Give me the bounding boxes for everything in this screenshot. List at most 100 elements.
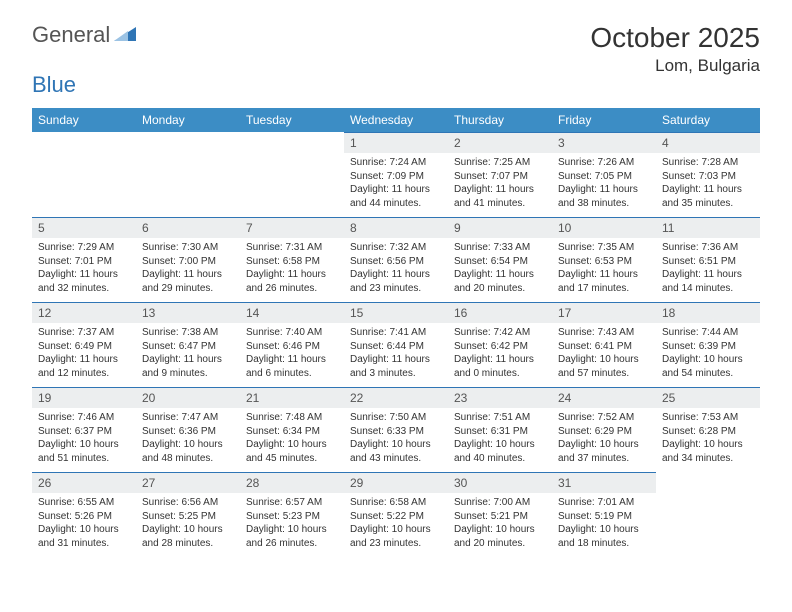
day-number: 8: [344, 217, 448, 238]
day-number: 2: [448, 132, 552, 153]
sunset-text: Sunset: 7:07 PM: [454, 170, 546, 184]
sunrise-text: Sunrise: 7:29 AM: [38, 241, 130, 255]
calendar-week-row: 1Sunrise: 7:24 AMSunset: 7:09 PMDaylight…: [32, 132, 760, 217]
sunrise-text: Sunrise: 7:37 AM: [38, 326, 130, 340]
day-details: Sunrise: 6:55 AMSunset: 5:26 PMDaylight:…: [32, 493, 136, 554]
day-number: 31: [552, 472, 656, 493]
day-number: 21: [240, 387, 344, 408]
daylight-text: Daylight: 10 hours and 20 minutes.: [454, 523, 546, 550]
calendar-day-cell: 13Sunrise: 7:38 AMSunset: 6:47 PMDayligh…: [136, 302, 240, 387]
sunrise-text: Sunrise: 7:30 AM: [142, 241, 234, 255]
sunset-text: Sunset: 7:05 PM: [558, 170, 650, 184]
sunrise-text: Sunrise: 7:28 AM: [662, 156, 754, 170]
day-number: 15: [344, 302, 448, 323]
sunset-text: Sunset: 5:19 PM: [558, 510, 650, 524]
sunset-text: Sunset: 6:53 PM: [558, 255, 650, 269]
sunrise-text: Sunrise: 7:42 AM: [454, 326, 546, 340]
daylight-text: Daylight: 11 hours and 35 minutes.: [662, 183, 754, 210]
day-details: Sunrise: 7:36 AMSunset: 6:51 PMDaylight:…: [656, 238, 760, 299]
sunset-text: Sunset: 6:44 PM: [350, 340, 442, 354]
sunset-text: Sunset: 7:09 PM: [350, 170, 442, 184]
sunrise-text: Sunrise: 7:26 AM: [558, 156, 650, 170]
sunrise-text: Sunrise: 7:46 AM: [38, 411, 130, 425]
day-details: Sunrise: 7:41 AMSunset: 6:44 PMDaylight:…: [344, 323, 448, 384]
sunset-text: Sunset: 6:49 PM: [38, 340, 130, 354]
weekday-header: Tuesday: [240, 108, 344, 132]
calendar-day-cell: 29 Sunrise: 6:58 AMSunset: 5:22 PMDayligh…: [344, 472, 448, 557]
sunrise-text: Sunrise: 6:58 AM: [350, 496, 442, 510]
day-details: Sunrise: 7:32 AMSunset: 6:56 PMDaylight:…: [344, 238, 448, 299]
sunset-text: Sunset: 6:33 PM: [350, 425, 442, 439]
day-details: Sunrise: 7:46 AMSunset: 6:37 PMDaylight:…: [32, 408, 136, 469]
daylight-text: Daylight: 11 hours and 12 minutes.: [38, 353, 130, 380]
day-number: 23: [448, 387, 552, 408]
title-block: October 2025 Lom, Bulgaria: [590, 22, 760, 76]
day-number: 28: [240, 472, 344, 493]
daylight-text: Daylight: 11 hours and 9 minutes.: [142, 353, 234, 380]
sunrise-text: Sunrise: 7:53 AM: [662, 411, 754, 425]
sunset-text: Sunset: 5:23 PM: [246, 510, 338, 524]
day-number: 22: [344, 387, 448, 408]
daylight-text: Daylight: 11 hours and 26 minutes.: [246, 268, 338, 295]
day-details: Sunrise: 7:26 AMSunset: 7:05 PMDaylight:…: [552, 153, 656, 214]
sunrise-text: Sunrise: 6:57 AM: [246, 496, 338, 510]
sunrise-text: Sunrise: 6:55 AM: [38, 496, 130, 510]
day-details: Sunrise: 7:38 AMSunset: 6:47 PMDaylight:…: [136, 323, 240, 384]
day-number: 24: [552, 387, 656, 408]
calendar-day-cell: 15Sunrise: 7:41 AMSunset: 6:44 PMDayligh…: [344, 302, 448, 387]
daylight-text: Daylight: 10 hours and 54 minutes.: [662, 353, 754, 380]
day-number: 17: [552, 302, 656, 323]
daylight-text: Daylight: 10 hours and 28 minutes.: [142, 523, 234, 550]
sunrise-text: Sunrise: 7:41 AM: [350, 326, 442, 340]
calendar-day-cell: 11Sunrise: 7:36 AMSunset: 6:51 PMDayligh…: [656, 217, 760, 302]
day-number: 13: [136, 302, 240, 323]
day-number: 14: [240, 302, 344, 323]
calendar-day-cell: 18Sunrise: 7:44 AMSunset: 6:39 PMDayligh…: [656, 302, 760, 387]
day-number: 10: [552, 217, 656, 238]
calendar-day-cell: 25Sunrise: 7:53 AMSunset: 6:28 PMDayligh…: [656, 387, 760, 472]
calendar-day-cell: 9Sunrise: 7:33 AMSunset: 6:54 PMDaylight…: [448, 217, 552, 302]
day-number: 27: [136, 472, 240, 493]
day-details: Sunrise: 6:56 AMSunset: 5:25 PMDaylight:…: [136, 493, 240, 554]
calendar-day-cell: 27Sunrise: 6:56 AMSunset: 5:25 PMDayligh…: [136, 472, 240, 557]
calendar-day-cell: 20Sunrise: 7:47 AMSunset: 6:36 PMDayligh…: [136, 387, 240, 472]
day-details: Sunrise: 7:43 AMSunset: 6:41 PMDaylight:…: [552, 323, 656, 384]
day-number: 3: [552, 132, 656, 153]
daylight-text: Daylight: 10 hours and 23 minutes.: [350, 523, 442, 550]
day-details: Sunrise: 7:01 AMSunset: 5:19 PMDaylight:…: [552, 493, 656, 554]
calendar-day-cell: [656, 472, 760, 557]
calendar-day-cell: 8Sunrise: 7:32 AMSunset: 6:56 PMDaylight…: [344, 217, 448, 302]
weekday-header: Wednesday: [344, 108, 448, 132]
location-subtitle: Lom, Bulgaria: [590, 56, 760, 76]
logo-triangle-icon: [114, 25, 136, 46]
sunrise-text: Sunrise: 7:01 AM: [558, 496, 650, 510]
day-details: Sunrise: 7:42 AMSunset: 6:42 PMDaylight:…: [448, 323, 552, 384]
sunrise-text: Sunrise: 7:44 AM: [662, 326, 754, 340]
daylight-text: Daylight: 10 hours and 26 minutes.: [246, 523, 338, 550]
calendar-day-cell: 14Sunrise: 7:40 AMSunset: 6:46 PMDayligh…: [240, 302, 344, 387]
day-details: Sunrise: 7:52 AMSunset: 6:29 PMDaylight:…: [552, 408, 656, 469]
day-number: 29: [344, 472, 448, 493]
day-details: Sunrise: 7:51 AMSunset: 6:31 PMDaylight:…: [448, 408, 552, 469]
calendar-day-cell: 31Sunrise: 7:01 AMSunset: 5:19 PMDayligh…: [552, 472, 656, 557]
sunset-text: Sunset: 5:22 PM: [350, 510, 442, 524]
sunset-text: Sunset: 6:46 PM: [246, 340, 338, 354]
sunrise-text: Sunrise: 7:40 AM: [246, 326, 338, 340]
day-number: 25: [656, 387, 760, 408]
day-details: Sunrise: 7:40 AMSunset: 6:46 PMDaylight:…: [240, 323, 344, 384]
logo-text-general: General: [32, 22, 110, 48]
calendar-day-cell: 26Sunrise: 6:55 AMSunset: 5:26 PMDayligh…: [32, 472, 136, 557]
sunrise-text: Sunrise: 7:33 AM: [454, 241, 546, 255]
calendar-day-cell: 19Sunrise: 7:46 AMSunset: 6:37 PMDayligh…: [32, 387, 136, 472]
calendar-day-cell: 12Sunrise: 7:37 AMSunset: 6:49 PMDayligh…: [32, 302, 136, 387]
sunset-text: Sunset: 6:42 PM: [454, 340, 546, 354]
calendar-day-cell: 2Sunrise: 7:25 AMSunset: 7:07 PMDaylight…: [448, 132, 552, 217]
day-details: Sunrise: 7:29 AMSunset: 7:01 PMDaylight:…: [32, 238, 136, 299]
calendar-day-cell: 28 Sunrise: 6:57 AMSunset: 5:23 PMDayligh…: [240, 472, 344, 557]
sunset-text: Sunset: 6:41 PM: [558, 340, 650, 354]
daylight-text: Daylight: 11 hours and 0 minutes.: [454, 353, 546, 380]
day-number: 18: [656, 302, 760, 323]
calendar-week-row: 5Sunrise: 7:29 AMSunset: 7:01 PMDaylight…: [32, 217, 760, 302]
day-details: Sunrise: 7:35 AMSunset: 6:53 PMDaylight:…: [552, 238, 656, 299]
daylight-text: Daylight: 11 hours and 41 minutes.: [454, 183, 546, 210]
